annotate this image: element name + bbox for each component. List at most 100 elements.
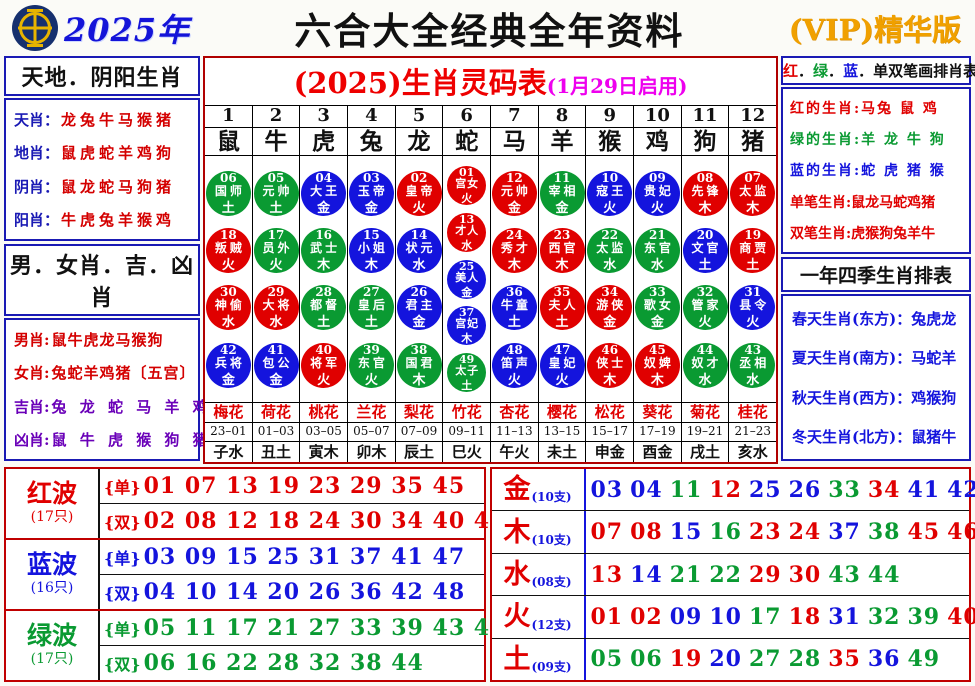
ball-role: 状元 <box>405 240 436 255</box>
element-number: 30 <box>788 561 822 588</box>
element-number: 18 <box>788 603 822 630</box>
left-row-key: 地肖： <box>14 144 60 163</box>
right-title-part: ．单双笔画排肖表 <box>858 62 975 80</box>
ball-number: 07 <box>744 170 762 185</box>
compass-logo-icon <box>12 5 58 51</box>
banner-year: 2025年 <box>64 11 191 49</box>
element-number: 49 <box>907 646 941 673</box>
code-ball-28: 28 都督土 <box>301 285 347 331</box>
ball-number: 18 <box>219 227 237 242</box>
code-ball-06: 06 国师土 <box>205 170 251 216</box>
left-row-value: 牛虎兔羊猴鸡 <box>61 210 176 229</box>
element-number: 10 <box>709 603 742 630</box>
ball-role: 丞相 <box>739 355 770 370</box>
element-number: 37 <box>828 519 861 546</box>
wave-count: (16只) <box>30 579 74 596</box>
ball-element: 火 <box>461 192 473 206</box>
code-ball-35: 35 夫人土 <box>539 285 585 331</box>
ball-element: 水 <box>461 238 473 252</box>
time-cell: 17–19 <box>634 423 682 441</box>
zodiac-index: 3 <box>300 105 348 128</box>
ball-stack: 01 宫女火 13 才人水 25 美人金 37 宫妃木 49 太子土 <box>443 156 490 402</box>
zodiac-index: 7 <box>491 105 538 128</box>
zodiac-column-鼠: 1 鼠 06 国师土 18 叛贼火 30 神偷水 42 兵将金 <box>205 105 253 402</box>
ball-element: 金 <box>221 372 235 388</box>
element-number: 01 <box>590 603 624 630</box>
ball-stack: 03 玉帝金 15 小姐木 27 皇后土 39 东官火 <box>348 156 395 402</box>
wave-label: 红波 (17只) <box>6 469 100 538</box>
bottom-section: 红波 (17只) {单} 01 07 13 19 23 29 35 45 {双} 02 0… <box>0 464 975 686</box>
ball-role: 秀才 <box>500 240 531 255</box>
ball-stack: 09 贵妃火 21 东官水 33 歌女金 45 奴婢木 <box>634 156 681 402</box>
ball-stack: 05 元帅土 17 员外火 29 大将水 41 包公金 <box>253 156 300 402</box>
ball-element: 木 <box>555 257 569 273</box>
code-ball-07: 07 太监木 <box>730 170 776 216</box>
ball-number: 40 <box>315 342 333 357</box>
zodiac-index: 12 <box>729 105 777 128</box>
element-count: (09支) <box>531 660 572 675</box>
code-ball-04: 04 大王金 <box>301 170 347 216</box>
wave-row: {单} 03 09 15 25 31 37 41 47 <box>100 540 484 575</box>
ball-number: 49 <box>459 353 475 367</box>
ball-role: 宰相 <box>548 183 579 198</box>
ball-element: 火 <box>698 315 712 331</box>
element-name: 金 <box>503 474 531 506</box>
ball-stack: 07 太监木 19 商贾土 31 县令火 43 丞相水 <box>729 156 776 402</box>
left-row-key: 阳肖： <box>14 210 60 229</box>
ball-number: 11 <box>553 170 571 185</box>
code-ball-47: 47 皇妃火 <box>539 342 585 388</box>
flower-cell: 梨花 <box>396 402 444 423</box>
code-ball-16: 16 武士木 <box>301 227 347 273</box>
ball-element: 金 <box>412 315 426 331</box>
element-number: 35 <box>828 646 861 673</box>
flower-cell: 梅花 <box>205 402 253 423</box>
code-ball-21: 21 东官水 <box>634 227 680 273</box>
dizhi-cell: 寅木 <box>300 441 349 462</box>
ball-stack: 11 宰相金 23 西官木 35 夫人土 47 皇妃火 <box>539 156 586 402</box>
ball-role: 奴婢 <box>643 355 674 370</box>
ball-role: 管家 <box>691 298 722 313</box>
element-number: 41 <box>907 476 941 503</box>
ball-number: 14 <box>410 227 428 242</box>
ball-role: 叛贼 <box>214 240 245 255</box>
ball-role: 员外 <box>262 240 293 255</box>
element-row-火: 火(12支)010209101718313239404748 <box>491 596 975 639</box>
ball-role: 美人 <box>455 270 480 284</box>
code-ball-45: 45 奴婢木 <box>634 342 680 388</box>
ball-stack: 06 国师土 18 叛贼火 30 神偷水 42 兵将金 <box>205 156 252 402</box>
element-name: 火 <box>503 601 531 633</box>
ball-role: 笛声 <box>500 355 531 370</box>
code-ball-26: 26 君主金 <box>396 285 442 331</box>
five-element-table: 金 (10支) 03 04 11 12 25 26 33 34 41 42 木 (10支) 07 08 15 16… <box>489 467 975 682</box>
element-numbers: 03 04 11 12 25 26 33 34 41 42 <box>586 469 975 510</box>
ball-number: 26 <box>410 285 428 300</box>
ball-element: 火 <box>746 315 760 331</box>
ball-stack: 12 元帅金 24 秀才木 36 牛童土 48 笛声火 <box>491 156 538 402</box>
wave-count: (17只) <box>30 650 74 667</box>
ball-number: 23 <box>553 227 571 242</box>
ball-element: 火 <box>603 200 617 216</box>
zodiac-animal: 鼠 <box>205 128 252 157</box>
element-name: 水 <box>503 559 531 591</box>
wave-numbers: 06 16 22 28 32 38 44 <box>143 650 424 676</box>
ball-role: 西官 <box>548 240 579 255</box>
wave-numbers: 02 08 12 18 24 30 34 40 46 <box>143 508 507 534</box>
flower-cell: 葵花 <box>634 402 682 423</box>
ball-element: 木 <box>698 200 712 216</box>
time-cell: 23–01 <box>205 423 253 441</box>
left-panel-box-2: 男肖: 鼠牛虎龙马猴狗 女肖: 兔蛇羊鸡猪〔五宫〕 吉肖: 兔 龙 蛇 马 羊 鸡凶肖: 鼠… <box>4 318 208 461</box>
ball-number: 32 <box>696 285 714 300</box>
time-cell: 13–15 <box>539 423 587 441</box>
left-row-key: 阴肖： <box>14 177 60 196</box>
wave-row: {单} 01 07 13 19 23 29 35 45 <box>100 469 484 504</box>
ball-number: 42 <box>219 342 237 357</box>
element-count: (08支) <box>531 575 572 590</box>
ball-number: 10 <box>601 170 619 185</box>
element-number: 13 <box>590 561 624 588</box>
element-row-土: 土 (09支) 05 06 19 20 27 28 35 36 49 <box>492 638 970 681</box>
ball-role: 包公 <box>262 355 293 370</box>
zodiac-animal: 羊 <box>538 128 586 157</box>
code-ball-18: 18 叛贼火 <box>205 227 251 273</box>
zodiac-column-鸡: 10 鸡 09 贵妃火 21 东官水 33 歌女金 45 奴婢木 <box>634 105 682 402</box>
code-ball-46: 46 侠士木 <box>587 342 633 388</box>
